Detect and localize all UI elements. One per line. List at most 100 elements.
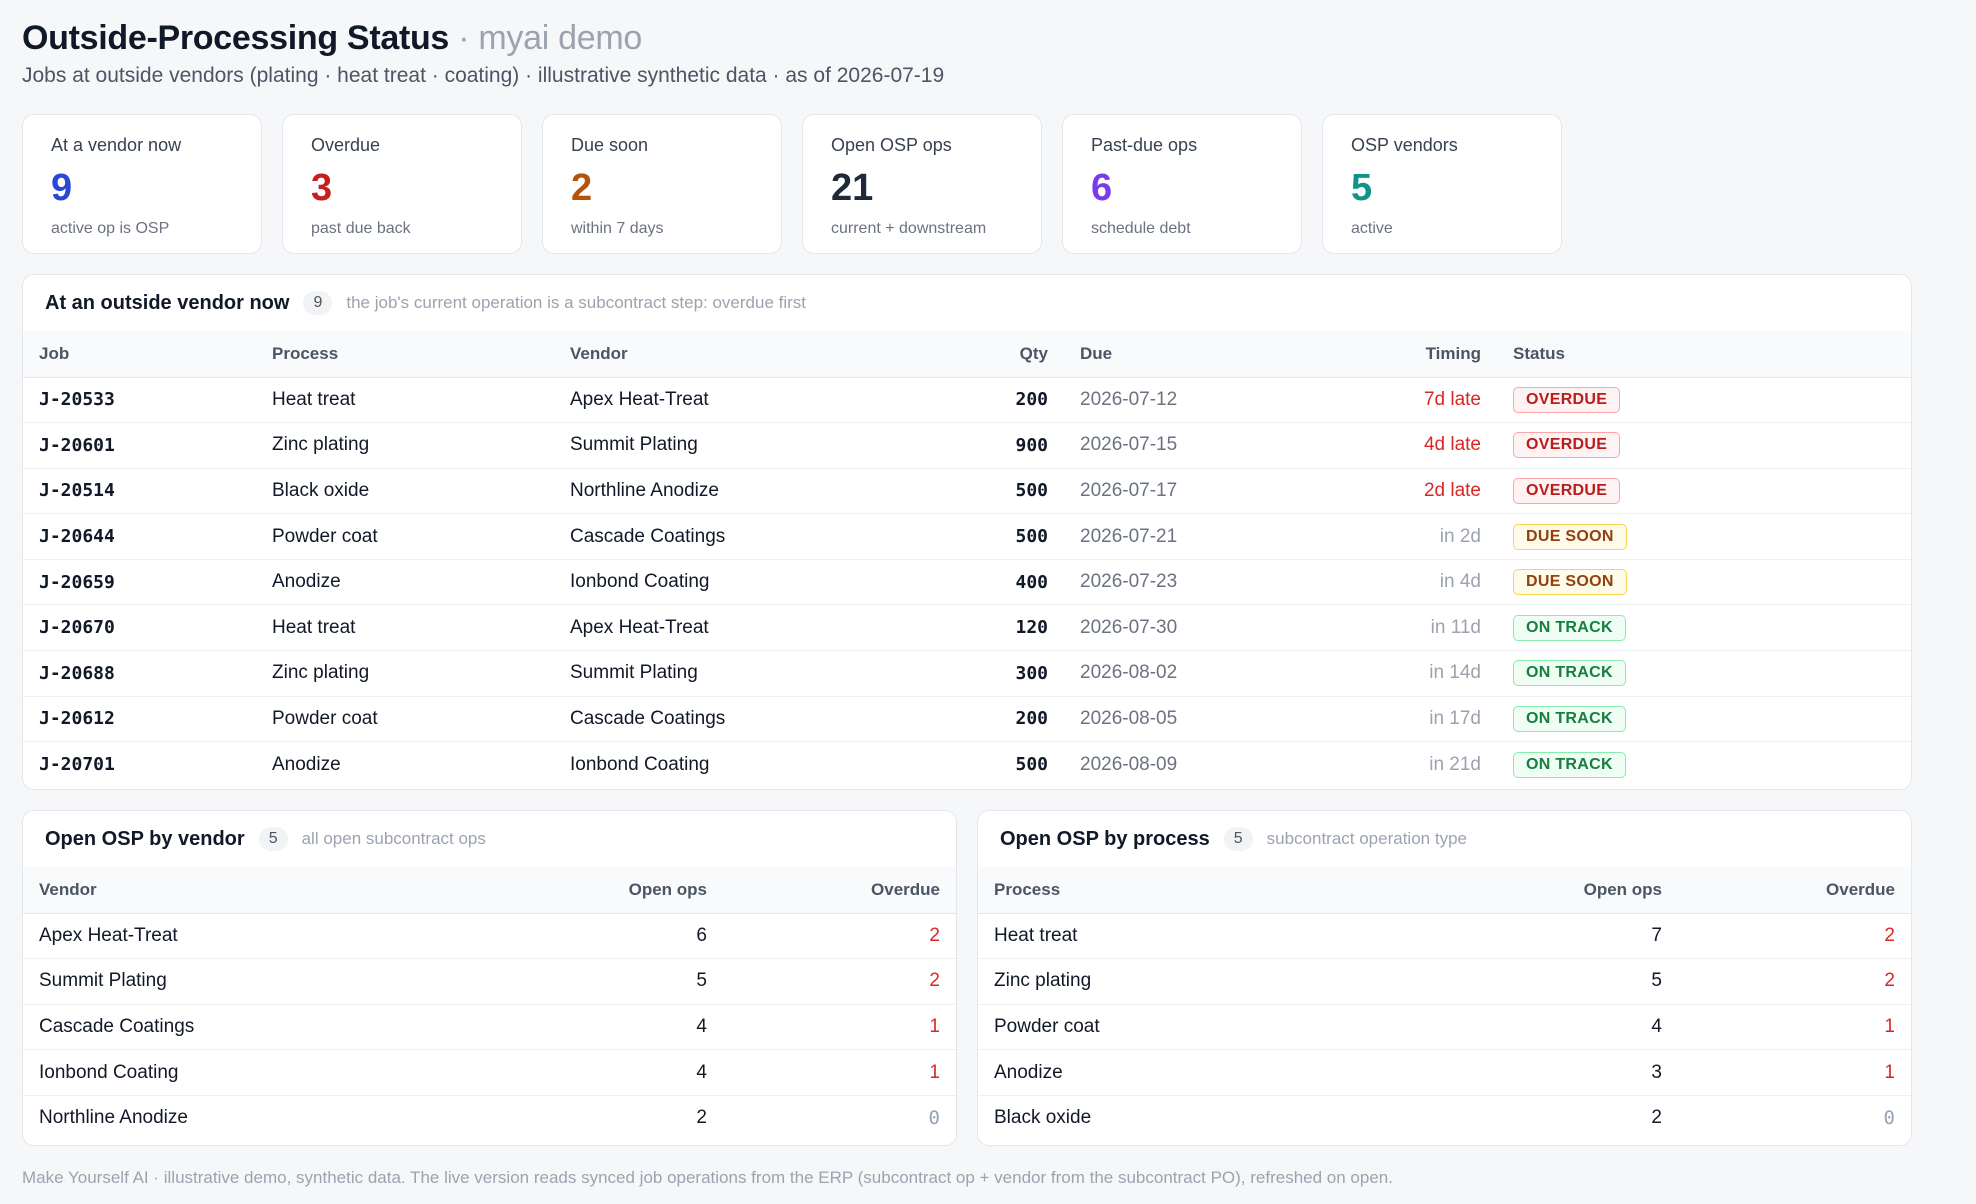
column-header: Vendor (554, 331, 964, 378)
panel-description: subcontract operation type (1266, 829, 1467, 848)
table-row[interactable]: J-20701 Anodize Ionbond Coating 500 2026-08-… (23, 742, 1911, 788)
kpi-note: within 7 days (571, 220, 664, 237)
process-cell: Heat treat (256, 377, 554, 424)
overdue-count: 1 (1678, 1004, 1911, 1051)
column-header: Timing (1264, 331, 1497, 378)
timing-cell: 2d late (1264, 468, 1497, 515)
table-row[interactable]: Black oxide 2 0 (978, 1095, 1911, 1141)
vendor-now-panel: At an outside vendor now 9 the job's cur… (22, 274, 1912, 790)
kpi-note: active (1351, 220, 1393, 237)
count-badge: 5 (258, 827, 288, 851)
footer-note: Make Yourself AI · illustrative demo, sy… (22, 1168, 1393, 1187)
vendor-cell: Apex Heat-Treat (554, 604, 964, 652)
app-name: myai demo (478, 19, 642, 57)
table-row[interactable]: Northline Anodize 2 0 (23, 1095, 956, 1141)
column-header: Status (1497, 331, 1911, 378)
page-title: Outside-Processing Status · myai demo (22, 16, 642, 60)
kpi-card: Past-due ops 6 schedule debt (1062, 114, 1302, 254)
table-row[interactable]: J-20612 Powder coat Cascade Coatings 200 202… (23, 696, 1911, 743)
table-row[interactable]: J-20659 Anodize Ionbond Coating 400 2026-07-… (23, 559, 1911, 606)
vendor-cell: Cascade Coatings (554, 513, 964, 560)
table-row[interactable]: J-20688 Zinc plating Summit Plating 300 2026… (23, 650, 1911, 697)
table-row[interactable]: Zinc plating 5 2 (978, 958, 1911, 1005)
panel-header: Open OSP by vendor 5 all open subcontrac… (23, 811, 956, 867)
due-cell: 2026-07-17 (1064, 468, 1264, 515)
column-header: Overdue (1678, 867, 1911, 914)
timing-cell: in 2d (1264, 513, 1497, 560)
qty-cell: 400 (964, 559, 1064, 606)
status-cell: DUE SOON (1497, 559, 1911, 606)
table-row[interactable]: J-20644 Powder coat Cascade Coatings 500 202… (23, 513, 1911, 560)
column-header: Qty (964, 331, 1064, 378)
kpi-card: Overdue 3 past due back (282, 114, 522, 254)
timing-cell: 7d late (1264, 377, 1497, 424)
open-ops: 4 (1478, 1004, 1678, 1051)
column-header: Open ops (1478, 867, 1678, 914)
overdue-count: 2 (1678, 913, 1911, 960)
open-ops: 4 (523, 1004, 723, 1051)
kpi-label: Due soon (571, 135, 649, 155)
vendor-cell: Apex Heat-Treat (554, 377, 964, 424)
job-id: J-20644 (23, 513, 256, 560)
table-row[interactable]: Powder coat 4 1 (978, 1004, 1911, 1051)
process-cell: Powder coat (256, 696, 554, 743)
process-cell: Zinc plating (256, 422, 554, 469)
job-id: J-20612 (23, 696, 256, 743)
page-header: Outside-Processing Status · myai demo (22, 16, 642, 60)
table-row[interactable]: J-20514 Black oxide Northline Anodize 500 20… (23, 468, 1911, 515)
overdue-count: 1 (723, 1004, 956, 1051)
panel-description: the job's current operation is a subcont… (346, 293, 807, 312)
status-cell: ON TRACK (1497, 696, 1911, 743)
table-row[interactable]: Heat treat 7 2 (978, 913, 1911, 960)
timing-cell: 4d late (1264, 422, 1497, 469)
kpi-value: 9 (51, 167, 73, 209)
process-name: Zinc plating (978, 958, 1478, 1005)
table-row[interactable]: Apex Heat-Treat 6 2 (23, 913, 956, 960)
status-cell: OVERDUE (1497, 377, 1911, 424)
process-name: Powder coat (978, 1004, 1478, 1051)
overdue-count: 2 (1678, 958, 1911, 1005)
overdue-count: 2 (723, 958, 956, 1005)
open-ops: 7 (1478, 913, 1678, 960)
vendor-name: Northline Anodize (39, 1107, 188, 1129)
vendor-cell: Ionbond Coating (554, 559, 964, 606)
status-cell: OVERDUE (1497, 468, 1911, 515)
vendor-name: Summit Plating (23, 958, 523, 1005)
qty-cell: 500 (964, 468, 1064, 515)
process-cell: Powder coat (256, 513, 554, 560)
due-cell: 2026-07-12 (1064, 377, 1264, 424)
column-header: Open ops (523, 867, 723, 914)
table-row[interactable]: Cascade Coatings 4 1 (23, 1004, 956, 1051)
open-ops: 2 (696, 1107, 707, 1129)
table-row[interactable]: Ionbond Coating 4 1 (23, 1049, 956, 1096)
table-row[interactable]: Anodize 3 1 (978, 1049, 1911, 1096)
table-row[interactable]: J-20533 Heat treat Apex Heat-Treat 200 2026-… (23, 377, 1911, 424)
table-row[interactable]: J-20601 Zinc plating Summit Plating 900 2026… (23, 422, 1911, 469)
timing-cell: in 4d (1264, 559, 1497, 606)
process-cell: Anodize (256, 559, 554, 606)
open-ops: 5 (1478, 958, 1678, 1005)
kpi-value: 5 (1351, 167, 1373, 209)
due-cell: 2026-07-23 (1064, 559, 1264, 606)
vendor-cell: Summit Plating (554, 650, 964, 697)
kpi-card: OSP vendors 5 active (1322, 114, 1562, 254)
status-badge: OVERDUE (1513, 432, 1621, 459)
kpi-label: OSP vendors (1351, 135, 1458, 155)
vendor-now-table: Job Process Vendor Qty Due Timing Status J-205… (23, 331, 1911, 787)
status-cell: OVERDUE (1497, 422, 1911, 469)
panel-title: Open OSP by process (1000, 827, 1210, 850)
qty-cell: 900 (964, 422, 1064, 469)
table-row[interactable]: Summit Plating 5 2 (23, 958, 956, 1005)
vendor-cell: Cascade Coatings (554, 696, 964, 743)
kpi-note: schedule debt (1091, 220, 1191, 237)
open-ops: 5 (523, 958, 723, 1005)
process-name: Heat treat (978, 913, 1478, 960)
table-row[interactable]: J-20670 Heat treat Apex Heat-Treat 120 2026-… (23, 604, 1911, 652)
page-subtitle: Jobs at outside vendors (plating · heat … (22, 64, 945, 87)
panel-title: At an outside vendor now (45, 291, 290, 314)
due-cell: 2026-08-09 (1080, 753, 1178, 775)
status-cell: DUE SOON (1497, 513, 1911, 560)
panel-header: Open OSP by process 5 subcontract operat… (978, 811, 1911, 867)
by-vendor-table: Vendor Open ops Overdue Apex Heat-Treat 6 2 S… (23, 867, 956, 1141)
process-cell: Zinc plating (256, 650, 554, 697)
